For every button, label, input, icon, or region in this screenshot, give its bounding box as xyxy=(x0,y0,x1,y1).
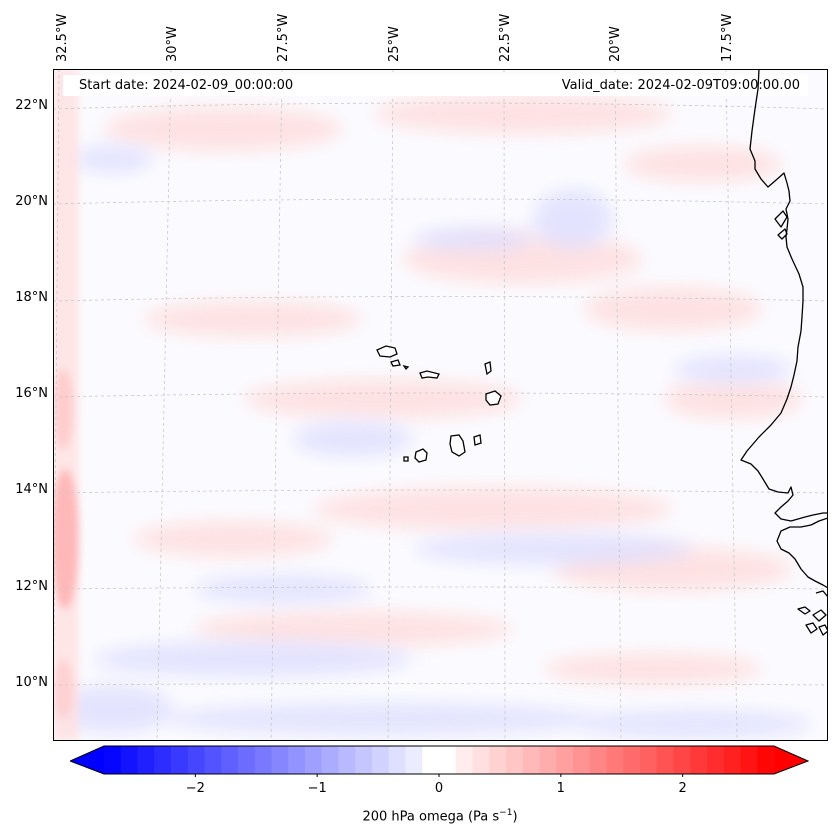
lat-label-18n: 18°N xyxy=(15,290,48,305)
header-strip xyxy=(63,75,808,96)
coast-mauritania-senegal xyxy=(740,69,828,522)
island-sao-vicente xyxy=(390,359,401,367)
colorbar-tick-label: 1 xyxy=(556,781,565,796)
lat-label-12n: 12°N xyxy=(15,579,48,594)
omega-field-negative xyxy=(53,145,813,738)
colorbar-cell xyxy=(238,746,256,774)
omega-west-band xyxy=(53,69,79,741)
map-frame xyxy=(53,69,828,741)
island-brava xyxy=(403,456,409,462)
colorbar-cell xyxy=(589,746,608,774)
colorbar-cell xyxy=(187,746,206,774)
colorbar-cell xyxy=(338,746,356,774)
colorbar-cell xyxy=(522,746,541,774)
colorbar-cell xyxy=(707,746,725,774)
island-sal xyxy=(484,361,492,376)
colorbar-cell xyxy=(740,746,758,774)
lon-label-22-5w: 22.5°W xyxy=(498,13,513,62)
colorbar-cell xyxy=(104,746,122,774)
coast-lagoon-1 xyxy=(774,210,788,228)
colorbar-cell xyxy=(673,746,691,774)
lon-label-27-5w: 27.5°W xyxy=(276,13,291,62)
lat-label-10n: 10°N xyxy=(15,675,48,690)
island-boa-vista xyxy=(485,390,502,406)
colorbar-cell xyxy=(137,746,155,774)
coast-lagoon-2 xyxy=(777,228,788,240)
colorbar-tick-label: 2 xyxy=(678,781,687,796)
start-date-label: Start date: 2024-02-09_00:00:00 xyxy=(79,78,294,93)
colorbar-cell xyxy=(254,746,273,774)
colorbar-cell xyxy=(489,746,507,774)
island-santa-luzia xyxy=(402,364,410,371)
colorbar-cell xyxy=(422,746,440,774)
colorbar-cell xyxy=(288,746,306,774)
colorbar-cells xyxy=(70,746,808,774)
colorbar-cell xyxy=(405,746,423,774)
colorbar-cell xyxy=(556,746,574,774)
omega-field-positive xyxy=(103,94,803,685)
island-santo-antao xyxy=(376,345,398,358)
colorbar-label-exponent: −1 xyxy=(499,808,513,818)
colorbar-label-close: ) xyxy=(512,809,518,825)
african-coastline xyxy=(740,69,828,636)
colorbar-cell xyxy=(455,746,474,774)
colorbar-cell xyxy=(472,746,490,774)
lon-label-25w: 25°W xyxy=(387,26,402,62)
colorbar-cell xyxy=(757,746,775,774)
colorbar-extend-max xyxy=(774,746,808,774)
graticule xyxy=(53,69,828,741)
lat-label-22n: 22°N xyxy=(15,98,48,113)
colorbar-tick-label: 0 xyxy=(434,781,444,796)
coast-bissagos-south xyxy=(805,622,828,636)
island-santiago xyxy=(449,434,466,457)
colorbar-cell xyxy=(388,746,407,774)
colorbar-cell xyxy=(271,746,289,774)
lon-label-30w: 30°W xyxy=(165,26,180,62)
colorbar-cell xyxy=(171,746,189,774)
lon-label-20w: 20°W xyxy=(608,26,623,62)
colorbar-cell xyxy=(204,746,222,774)
colorbar-extend-min xyxy=(70,746,104,774)
colorbar-tick-marks xyxy=(194,774,684,777)
island-maio xyxy=(473,434,482,446)
valid-date-label: Valid_date: 2024-02-09T09:00:00.00 xyxy=(561,78,800,93)
colorbar-cell xyxy=(120,746,139,774)
colorbar-cell xyxy=(439,746,457,774)
colorbar-cell xyxy=(506,746,524,774)
island-sao-nicolau xyxy=(419,370,440,379)
map-panel xyxy=(53,69,828,741)
colorbar-cell xyxy=(690,746,708,774)
colorbar-tick-label: −2 xyxy=(185,781,205,796)
colorbar-cell xyxy=(372,746,390,774)
lon-label-32-5w: 32.5°W xyxy=(55,13,70,62)
cape-verde-islands xyxy=(376,345,502,463)
colorbar xyxy=(70,745,810,777)
colorbar-tick-label: −1 xyxy=(307,781,327,796)
coast-bissagos xyxy=(797,590,828,622)
colorbar-cell xyxy=(355,746,373,774)
lat-label-14n: 14°N xyxy=(15,482,48,497)
colorbar-cell xyxy=(539,746,557,774)
lon-label-17-5w: 17.5°W xyxy=(720,13,735,62)
colorbar-cell xyxy=(305,746,323,774)
colorbar-cell xyxy=(723,746,742,774)
colorbar-cell xyxy=(573,746,591,774)
colorbar-cell xyxy=(623,746,641,774)
colorbar-cell xyxy=(606,746,624,774)
island-fogo xyxy=(414,448,428,463)
colorbar-cell xyxy=(154,746,172,774)
colorbar-cell xyxy=(321,746,340,774)
colorbar-cell xyxy=(656,746,675,774)
lat-label-16n: 16°N xyxy=(15,386,48,401)
colorbar-label: 200 hPa omega (Pa s−1) xyxy=(362,808,517,824)
coast-gambia-guinea-bissau xyxy=(776,517,828,589)
colorbar-cell xyxy=(640,746,658,774)
colorbar-cell xyxy=(221,746,239,774)
lat-label-20n: 20°N xyxy=(15,194,48,209)
colorbar-label-text: 200 hPa omega (Pa s xyxy=(362,809,500,825)
colorbar-outline xyxy=(70,745,810,775)
